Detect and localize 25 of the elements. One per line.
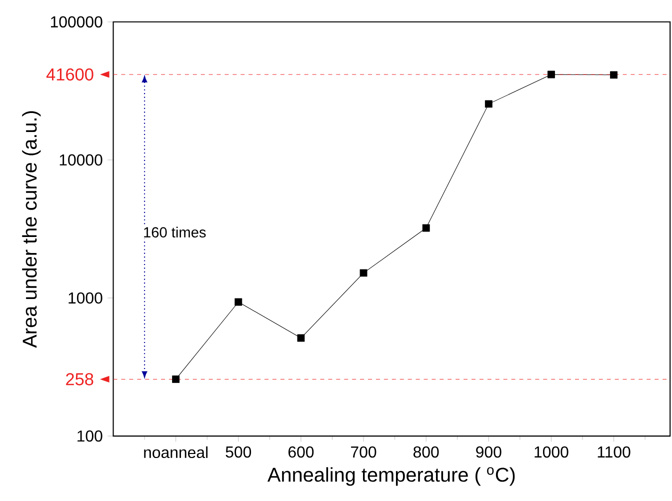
- x-tick-label: 900: [476, 446, 502, 458]
- point: [422, 224, 430, 232]
- point: [610, 71, 618, 79]
- y-axis-title: Area under the curve (a.u.): [22, 111, 41, 348]
- x-tick-label: 500: [226, 446, 252, 458]
- x-tick-label: 1000: [534, 446, 568, 458]
- y-tick-label: 100: [78, 430, 102, 442]
- x-tick-label: 800: [413, 446, 439, 458]
- ref-line-label: 41600: [46, 68, 94, 81]
- point: [172, 376, 180, 383]
- x-tick-label: 600: [288, 446, 314, 458]
- point: [548, 70, 555, 78]
- point: [234, 298, 242, 306]
- y-tick-label: 10000: [60, 154, 102, 166]
- annotation: 160 times: [144, 226, 206, 238]
- x-axis-title: Annealing temperature ( $^{o}$C): [267, 467, 515, 486]
- ref-line-label: 258: [66, 373, 94, 386]
- point: [484, 100, 492, 108]
- y-tick-label: 1000: [68, 292, 102, 304]
- point: [360, 269, 368, 277]
- x-tick-label: 1100: [598, 446, 630, 458]
- x-tick-label: 700: [351, 446, 376, 458]
- point: [297, 334, 305, 342]
- y-tick-label: 100000: [50, 16, 102, 28]
- x-tick-label: noanneal: [144, 446, 208, 458]
